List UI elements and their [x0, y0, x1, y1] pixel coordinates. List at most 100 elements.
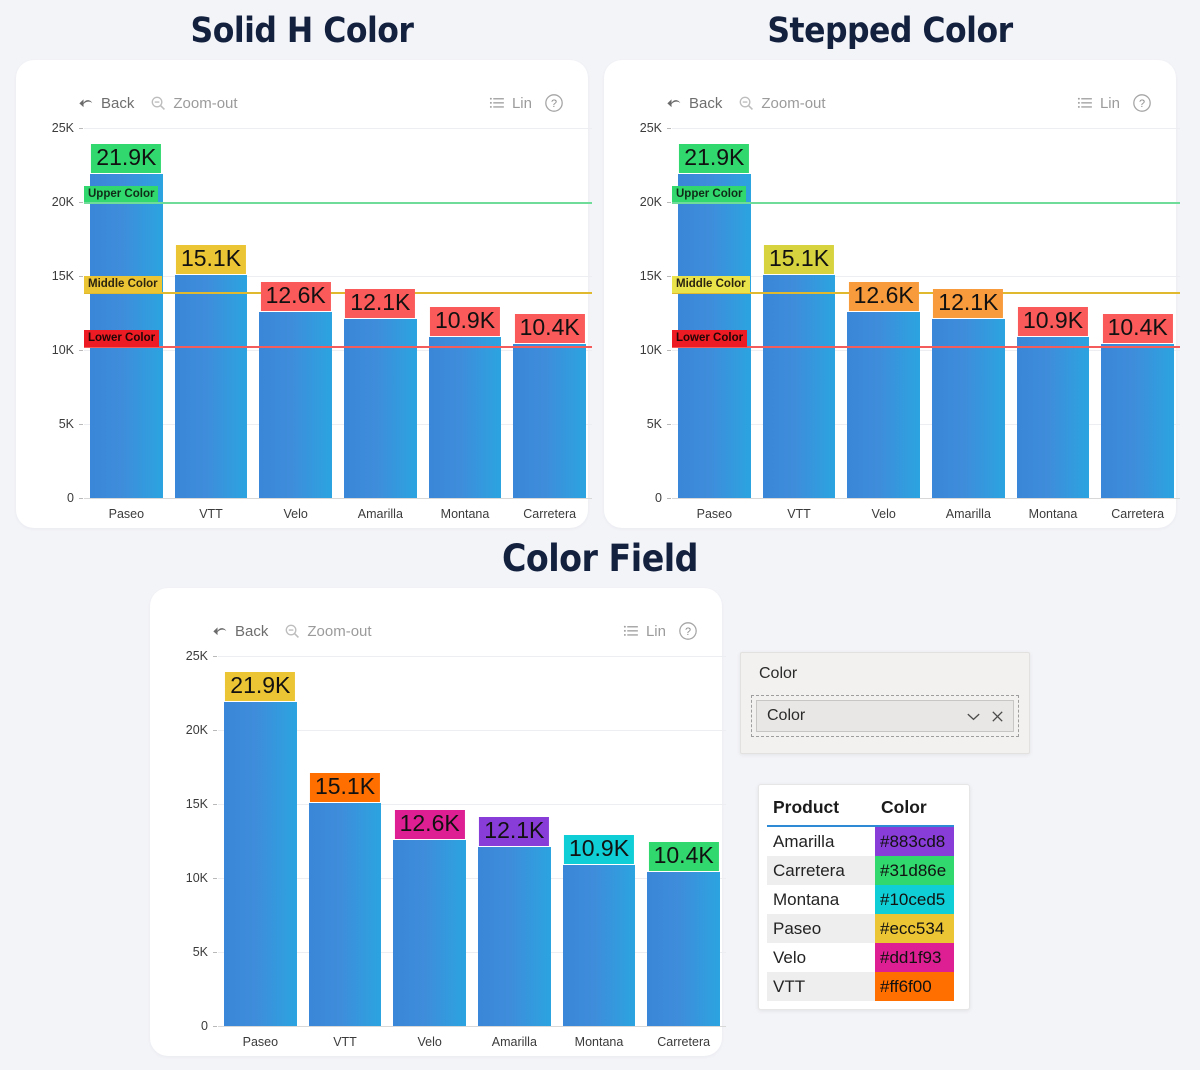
- question-circle-icon: ?: [678, 621, 698, 641]
- y-axis-tick: [667, 276, 671, 277]
- table-row[interactable]: Paseo #ecc534: [767, 914, 955, 943]
- gridline: [218, 804, 726, 805]
- color-field-slot[interactable]: Color: [756, 700, 1014, 732]
- bar-data-label: 15.1K: [309, 772, 381, 802]
- x-axis-label: VTT: [333, 1035, 357, 1049]
- bar-data-label: 10.9K: [563, 834, 635, 864]
- help-button[interactable]: ?: [1132, 93, 1152, 113]
- bar-data-label: 21.9K: [679, 143, 750, 174]
- list-lines-icon: [1077, 95, 1094, 112]
- color-table: Product Color Amarilla #883cd8 Carretera #3…: [767, 795, 955, 1001]
- svg-text:?: ?: [551, 98, 557, 110]
- bar[interactable]: [478, 846, 551, 1026]
- reference-line-label: Upper Color: [672, 186, 747, 203]
- plot-area-solid: 25K 20K 15K 10K 5K 0 Paseo VTT Velo Amarilla Monta…: [52, 121, 592, 530]
- question-circle-icon: ?: [544, 93, 564, 113]
- bar[interactable]: [393, 839, 466, 1026]
- chart-card-color-field: Back Zoom-out Lin: [150, 588, 726, 1056]
- cell-color: #883cd8: [875, 826, 955, 856]
- color-field-dropzone[interactable]: Color: [751, 695, 1019, 737]
- x-axis-label: Montana: [1028, 507, 1078, 521]
- table-row[interactable]: Amarilla #883cd8: [767, 826, 955, 856]
- table-row[interactable]: Montana #10ced5: [767, 885, 955, 914]
- x-axis-label: VTT: [787, 507, 811, 521]
- cell-product: VTT: [767, 972, 875, 1001]
- table-row[interactable]: Velo #dd1f93: [767, 943, 955, 972]
- list-lines-icon: [489, 95, 506, 112]
- gridline: [672, 350, 1180, 351]
- zoom-out-button[interactable]: Zoom-out: [738, 95, 826, 112]
- y-axis-label: 20K: [639, 195, 662, 209]
- bar-data-label: 21.9K: [91, 143, 162, 174]
- bar[interactable]: [762, 274, 836, 498]
- zoom-out-label: Zoom-out: [173, 94, 238, 112]
- back-button[interactable]: Back: [78, 95, 134, 112]
- y-axis-label: 0: [67, 491, 74, 505]
- cell-color: #10ced5: [875, 885, 955, 914]
- col-header-product[interactable]: Product: [773, 797, 840, 817]
- table-row[interactable]: VTT #ff6f00: [767, 972, 955, 1001]
- help-button[interactable]: ?: [544, 93, 564, 113]
- x-axis-label: VTT: [199, 507, 223, 521]
- y-axis-tick: [79, 350, 83, 351]
- chevron-down-icon[interactable]: [965, 708, 982, 725]
- scale-toggle[interactable]: Lin: [623, 623, 666, 640]
- bar[interactable]: [174, 274, 248, 498]
- table-row[interactable]: Carretera #31d86e: [767, 856, 955, 885]
- bar[interactable]: [259, 311, 332, 498]
- gridline: [218, 878, 726, 879]
- color-table-head: Product Color: [767, 795, 955, 826]
- cell-color: #ff6f00: [875, 972, 955, 1001]
- bar[interactable]: [847, 311, 920, 498]
- bar[interactable]: [513, 344, 586, 498]
- zoom-out-button[interactable]: Zoom-out: [150, 94, 238, 112]
- back-button[interactable]: Back: [212, 623, 268, 640]
- chart-toolbar-solid: Back Zoom-out Lin: [16, 88, 588, 118]
- gridline: [84, 276, 592, 277]
- bar[interactable]: [562, 864, 636, 1026]
- bar[interactable]: [428, 336, 502, 498]
- close-x-icon[interactable]: [990, 709, 1005, 724]
- bar[interactable]: [1101, 344, 1174, 498]
- color-field-header: Color: [759, 665, 798, 682]
- x-axis-line: [672, 498, 1180, 499]
- x-axis-label: Paseo: [696, 507, 733, 521]
- cell-color: #ecc534: [875, 914, 955, 943]
- page-title-stepped: Stepped Color: [767, 11, 1013, 51]
- bar-data-label: 12.6K: [260, 281, 331, 311]
- x-axis-label: Montana: [574, 1035, 624, 1049]
- x-axis-label: Amarilla: [491, 1035, 537, 1049]
- bar[interactable]: [932, 318, 1005, 498]
- bar-data-label: 21.9K: [225, 671, 296, 702]
- y-axis-label: 15K: [185, 797, 208, 811]
- scale-toggle[interactable]: Lin: [1077, 95, 1120, 112]
- cell-product: Velo: [773, 947, 807, 967]
- gridline: [218, 730, 726, 731]
- bar[interactable]: [344, 318, 417, 498]
- y-axis-label: 5K: [58, 417, 74, 431]
- scale-label: Lin: [1099, 94, 1120, 112]
- plot-area-stepped: 25K 20K 15K 10K 5K 0 Paseo VTT Velo Amarilla Monta…: [640, 121, 1180, 530]
- back-button[interactable]: Back: [666, 95, 722, 112]
- zoom-out-button[interactable]: Zoom-out: [284, 623, 372, 640]
- bar[interactable]: [308, 802, 382, 1026]
- y-axis-tick: [667, 424, 671, 425]
- gridline: [218, 656, 726, 657]
- help-button[interactable]: ?: [678, 621, 698, 641]
- col-header-color[interactable]: Color: [881, 797, 927, 817]
- y-axis-label: 0: [655, 491, 662, 505]
- bar-data-label: 12.6K: [848, 281, 919, 311]
- gridline: [84, 128, 592, 129]
- bar-data-label: 12.1K: [345, 288, 416, 319]
- bar[interactable]: [224, 701, 297, 1026]
- scale-toggle[interactable]: Lin: [489, 95, 532, 112]
- cell-product: Montana: [773, 889, 840, 909]
- bar[interactable]: [647, 872, 720, 1026]
- reference-line: [672, 346, 1180, 349]
- bar[interactable]: [1016, 336, 1090, 498]
- color-table-card: Product Color Amarilla #883cd8 Carretera #3…: [758, 784, 970, 1010]
- x-axis-label: Velo: [283, 507, 308, 521]
- y-axis-tick: [79, 128, 83, 129]
- magnifier-minus-icon: [284, 623, 301, 640]
- reference-line: [84, 346, 592, 349]
